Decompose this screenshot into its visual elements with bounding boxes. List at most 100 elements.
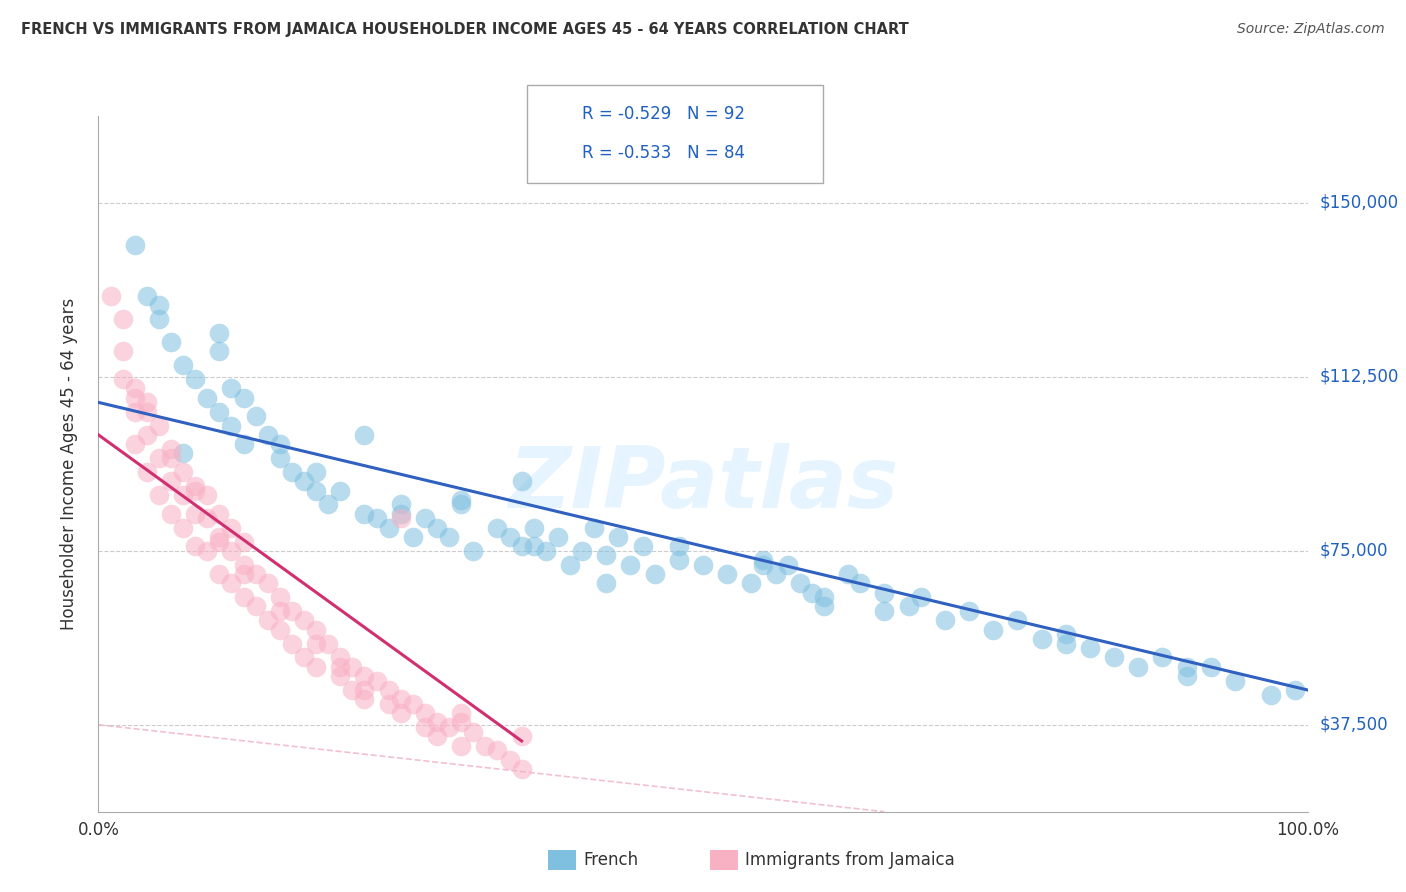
Point <box>389 706 412 721</box>
Point <box>523 521 546 535</box>
Point <box>981 623 1004 637</box>
Point <box>765 567 787 582</box>
Point <box>426 730 449 744</box>
Point <box>160 475 183 489</box>
Point <box>208 534 231 549</box>
Point <box>184 507 207 521</box>
Point <box>172 358 194 372</box>
Point <box>305 660 328 674</box>
Point <box>148 418 170 433</box>
Point <box>366 673 388 688</box>
Point <box>450 715 472 730</box>
Point <box>873 585 896 599</box>
Point <box>342 660 364 674</box>
Text: $150,000: $150,000 <box>1320 194 1399 212</box>
Point <box>668 539 690 553</box>
Point <box>292 614 315 628</box>
Point <box>402 530 425 544</box>
Point <box>1175 660 1198 674</box>
Y-axis label: Householder Income Ages 45 - 64 years: Householder Income Ages 45 - 64 years <box>59 298 77 630</box>
Point <box>486 521 509 535</box>
Point <box>256 428 278 442</box>
Point <box>450 739 472 753</box>
Point <box>281 465 304 479</box>
Point <box>450 498 472 512</box>
Point <box>1152 650 1174 665</box>
Point <box>281 637 304 651</box>
Point <box>426 715 449 730</box>
Text: ZIPatlas: ZIPatlas <box>508 443 898 526</box>
Point <box>135 395 157 409</box>
Point <box>232 437 254 451</box>
Point <box>450 492 472 507</box>
Point <box>377 683 399 698</box>
Point <box>1223 673 1246 688</box>
Point <box>402 697 425 711</box>
Text: FRENCH VS IMMIGRANTS FROM JAMAICA HOUSEHOLDER INCOME AGES 45 - 64 YEARS CORRELAT: FRENCH VS IMMIGRANTS FROM JAMAICA HOUSEH… <box>21 22 908 37</box>
Point <box>148 298 170 312</box>
Point <box>160 335 183 350</box>
Text: R = -0.533   N = 84: R = -0.533 N = 84 <box>582 145 745 162</box>
Point <box>135 405 157 419</box>
Point <box>184 372 207 386</box>
Point <box>221 576 243 591</box>
Text: R = -0.529   N = 92: R = -0.529 N = 92 <box>582 105 745 123</box>
Point <box>316 498 339 512</box>
Point <box>1102 650 1125 665</box>
Point <box>195 488 218 502</box>
Point <box>437 530 460 544</box>
Point <box>232 567 254 582</box>
Point <box>135 428 157 442</box>
Point <box>486 743 509 757</box>
Point <box>389 692 412 706</box>
Point <box>256 614 278 628</box>
Point <box>716 567 738 582</box>
Point <box>631 539 654 553</box>
Point <box>910 591 932 605</box>
Point <box>547 530 569 544</box>
Point <box>607 530 630 544</box>
Point <box>1260 688 1282 702</box>
Point <box>510 539 533 553</box>
Point <box>692 558 714 572</box>
Point <box>644 567 666 582</box>
Point <box>305 483 328 498</box>
Text: $75,000: $75,000 <box>1320 541 1388 560</box>
Point <box>329 669 352 683</box>
Point <box>1078 641 1101 656</box>
Point <box>474 739 496 753</box>
Text: Source: ZipAtlas.com: Source: ZipAtlas.com <box>1237 22 1385 37</box>
Text: Immigrants from Jamaica: Immigrants from Jamaica <box>745 851 955 869</box>
Point <box>897 599 920 614</box>
Point <box>463 543 485 558</box>
Point <box>1054 637 1077 651</box>
Point <box>195 511 218 525</box>
Point <box>160 450 183 466</box>
Point <box>413 720 436 734</box>
Point <box>160 507 183 521</box>
Point <box>269 623 291 637</box>
Point <box>571 543 593 558</box>
Point <box>148 488 170 502</box>
Point <box>353 507 375 521</box>
Point <box>510 730 533 744</box>
Point <box>776 558 799 572</box>
Point <box>124 405 146 419</box>
Point <box>595 549 617 563</box>
Point <box>426 521 449 535</box>
Point <box>342 683 364 698</box>
Point <box>498 753 520 767</box>
Point <box>269 437 291 451</box>
Point <box>1007 614 1029 628</box>
Point <box>837 567 859 582</box>
Point <box>135 465 157 479</box>
Point <box>305 623 328 637</box>
Point <box>353 683 375 698</box>
Point <box>124 391 146 405</box>
Point <box>292 475 315 489</box>
Point <box>160 442 183 456</box>
Point <box>329 483 352 498</box>
Point <box>195 543 218 558</box>
Point <box>172 521 194 535</box>
Point <box>583 521 606 535</box>
